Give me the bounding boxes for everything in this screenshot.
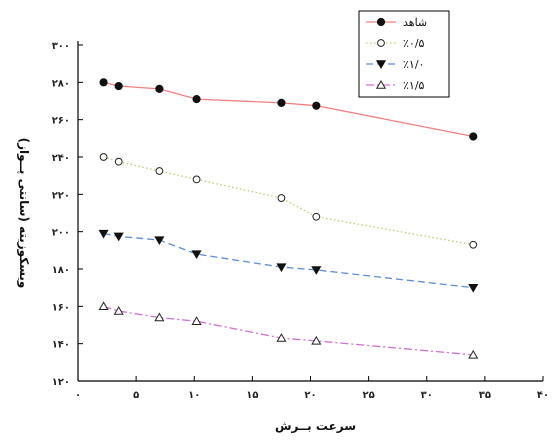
series-2 [99, 153, 478, 249]
y-tick-label: ۱۸۰ [52, 265, 70, 276]
legend-label: ٪۱/۵ [403, 79, 425, 92]
series-1 [99, 78, 478, 141]
legend-marker [376, 17, 386, 27]
series-group [98, 78, 479, 359]
x-tick-label: ۳۰ [421, 390, 433, 401]
data-point [98, 229, 109, 239]
data-point [99, 78, 108, 87]
legend-marker [375, 80, 387, 89]
data-point [312, 212, 321, 221]
data-point [192, 95, 201, 104]
y-tick-label: ۲۸۰ [52, 78, 70, 89]
x-tick-label: ۵ [133, 390, 139, 401]
data-point [277, 194, 286, 202]
series-3 [98, 229, 479, 293]
y-tick-label: ۱۶۰ [52, 302, 70, 313]
data-point [191, 250, 202, 260]
y-tick-label: ۱۴۰ [52, 340, 70, 351]
data-point [277, 98, 286, 107]
data-point [468, 349, 479, 359]
legend-marker [375, 60, 387, 69]
x-tick-label: ۴۰ [537, 390, 549, 401]
y-axis-label: ویسکوزیته (سانتی پــواز) [16, 138, 31, 289]
data-point [276, 263, 287, 273]
x-axis-label: سرعت بــرش [275, 419, 356, 433]
y-tick-label: ۲۶۰ [52, 116, 70, 127]
y-tick-label: ۲۰۰ [52, 228, 70, 239]
data-point [191, 316, 202, 325]
x-tick-label: ۱۵ [246, 390, 258, 401]
x-tick-label: ۲۵ [363, 390, 375, 401]
data-point [154, 312, 165, 322]
axes [77, 41, 543, 382]
data-point [469, 132, 478, 141]
data-point [155, 84, 164, 93]
data-point [311, 266, 322, 275]
data-point [192, 175, 201, 184]
legend-marker [377, 39, 385, 47]
x-axis-ticks: ۰ ۵ ۱۰ ۱۵ ۲۰ ۲۵ ۳۰ ۳۵ ۴۰ [75, 376, 549, 401]
legend-box [358, 10, 450, 98]
data-point [469, 240, 478, 249]
legend-label: شاهد [403, 16, 427, 29]
data-point [113, 306, 124, 315]
data-point [312, 101, 321, 110]
data-point [98, 301, 109, 311]
data-point [155, 167, 164, 175]
data-point [154, 236, 165, 246]
y-tick-label: ۳۰۰ [52, 41, 70, 52]
legend: شاهد ٪۰/۵ ٪۱/۰ ٪۱/۵ [358, 10, 450, 98]
data-point [113, 232, 124, 242]
data-point [311, 335, 322, 345]
data-point [468, 283, 479, 293]
series-4 [98, 301, 479, 359]
data-point [276, 333, 287, 342]
data-point [114, 157, 123, 166]
x-tick-label: ۱۰ [188, 390, 200, 401]
y-tick-label: ۲۲۰ [52, 190, 70, 201]
y-axis-ticks: ۱۲۰ ۱۴۰ ۱۶۰ ۱۸۰ ۲۰۰ ۲۲۰ ۲۴۰ ۲۶۰ ۲۸۰ ۳۰۰ [52, 41, 83, 388]
x-tick-label: ۳۵ [479, 390, 491, 401]
data-point [99, 153, 108, 161]
legend-label: ٪۰/۵ [403, 37, 425, 50]
data-point [114, 81, 123, 91]
legend-item: ٪۱/۰ [366, 58, 424, 71]
legend-item: ٪۰/۵ [366, 37, 425, 50]
x-tick-label: ۰ [75, 390, 81, 401]
y-tick-label: ۲۴۰ [52, 153, 70, 164]
x-tick-label: ۲۰ [304, 390, 316, 401]
legend-item: شاهد [366, 16, 427, 29]
legend-item: ٪۱/۵ [366, 79, 425, 92]
y-tick-label: ۱۲۰ [52, 377, 70, 388]
legend-label: ٪۱/۰ [403, 58, 424, 71]
